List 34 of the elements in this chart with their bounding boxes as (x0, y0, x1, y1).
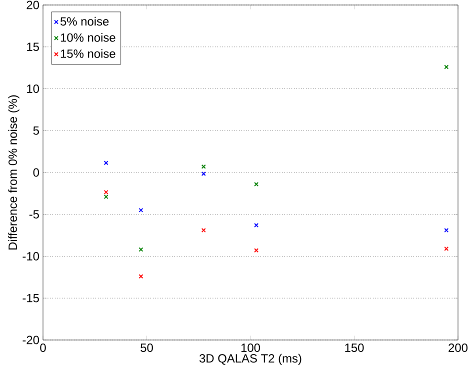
point (104, 160, 108, 166)
x-tick-label: 150 (345, 344, 364, 352)
point (104, 194, 108, 200)
legend-label: 10% noise (60, 33, 116, 42)
y-tick-label: -15 (22, 294, 39, 302)
y-tick-label: -20 (22, 336, 40, 344)
point (138, 274, 144, 279)
point (138, 208, 144, 212)
y-tick-label: -5 (29, 210, 39, 219)
x-tick-label: 200 (448, 344, 468, 352)
y-axis-title: Difference from 0% noise (%) (8, 95, 20, 250)
x-axis-title: 3D QALAS T2 (ms) (199, 354, 302, 365)
y-tick-label: 15 (27, 42, 39, 52)
point (444, 246, 449, 251)
legend-label: 5% noise (60, 16, 109, 26)
y-tick-label: 5 (33, 126, 39, 135)
point (138, 247, 144, 252)
y-tick-label: 20 (26, 0, 40, 10)
point (254, 223, 259, 228)
point (254, 182, 259, 186)
y-tick-label: 10 (27, 84, 40, 93)
x-tick-label: 100 (241, 344, 260, 352)
legend-label: 15% noise (60, 49, 116, 58)
point (201, 228, 206, 233)
y-tick-label: -10 (22, 252, 40, 260)
x-tick-label: 50 (140, 344, 153, 352)
point (444, 64, 449, 70)
y-tick-label: 0 (33, 168, 40, 177)
x-tick-label: 0 (40, 344, 46, 352)
point (254, 248, 259, 253)
point (201, 171, 206, 176)
point (444, 228, 449, 233)
point (104, 190, 108, 194)
point (201, 164, 206, 169)
